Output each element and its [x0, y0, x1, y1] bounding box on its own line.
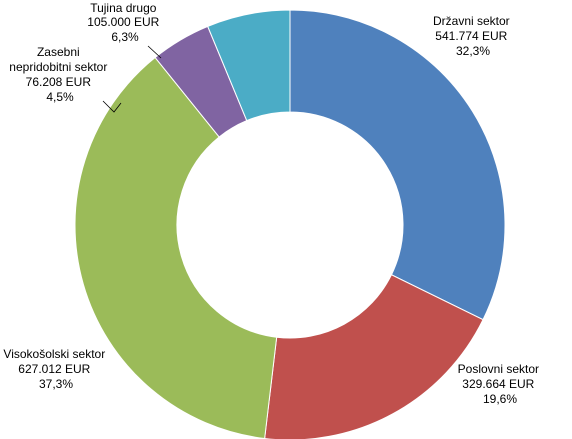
- slices-group: [74, 9, 506, 439]
- slice-label-zasebni: Zasebni nepridobitni sektor 76.208 EUR 4…: [9, 45, 110, 104]
- leader-line-zasebni: [102, 100, 122, 113]
- slice-drzavni: [289, 9, 506, 321]
- slice-label-tujina: Tujina drugo 105.000 EUR 6,3%: [87, 1, 162, 44]
- slice-poslovni: [264, 274, 484, 439]
- slice-label-poslovni: Poslovni sektor 329.664 EUR 19,6%: [458, 362, 543, 406]
- leader-line-tujina: [147, 45, 162, 59]
- leader-lines-group: [102, 45, 162, 113]
- slice-visokosolski: [74, 56, 278, 439]
- slice-tujina: [207, 9, 291, 122]
- slice-label-drzavni: Državni sektor 541.774 EUR 32,3%: [433, 14, 513, 58]
- slice-label-visokosolski: Visokošolski sektor 627.012 EUR 37,3%: [3, 347, 108, 391]
